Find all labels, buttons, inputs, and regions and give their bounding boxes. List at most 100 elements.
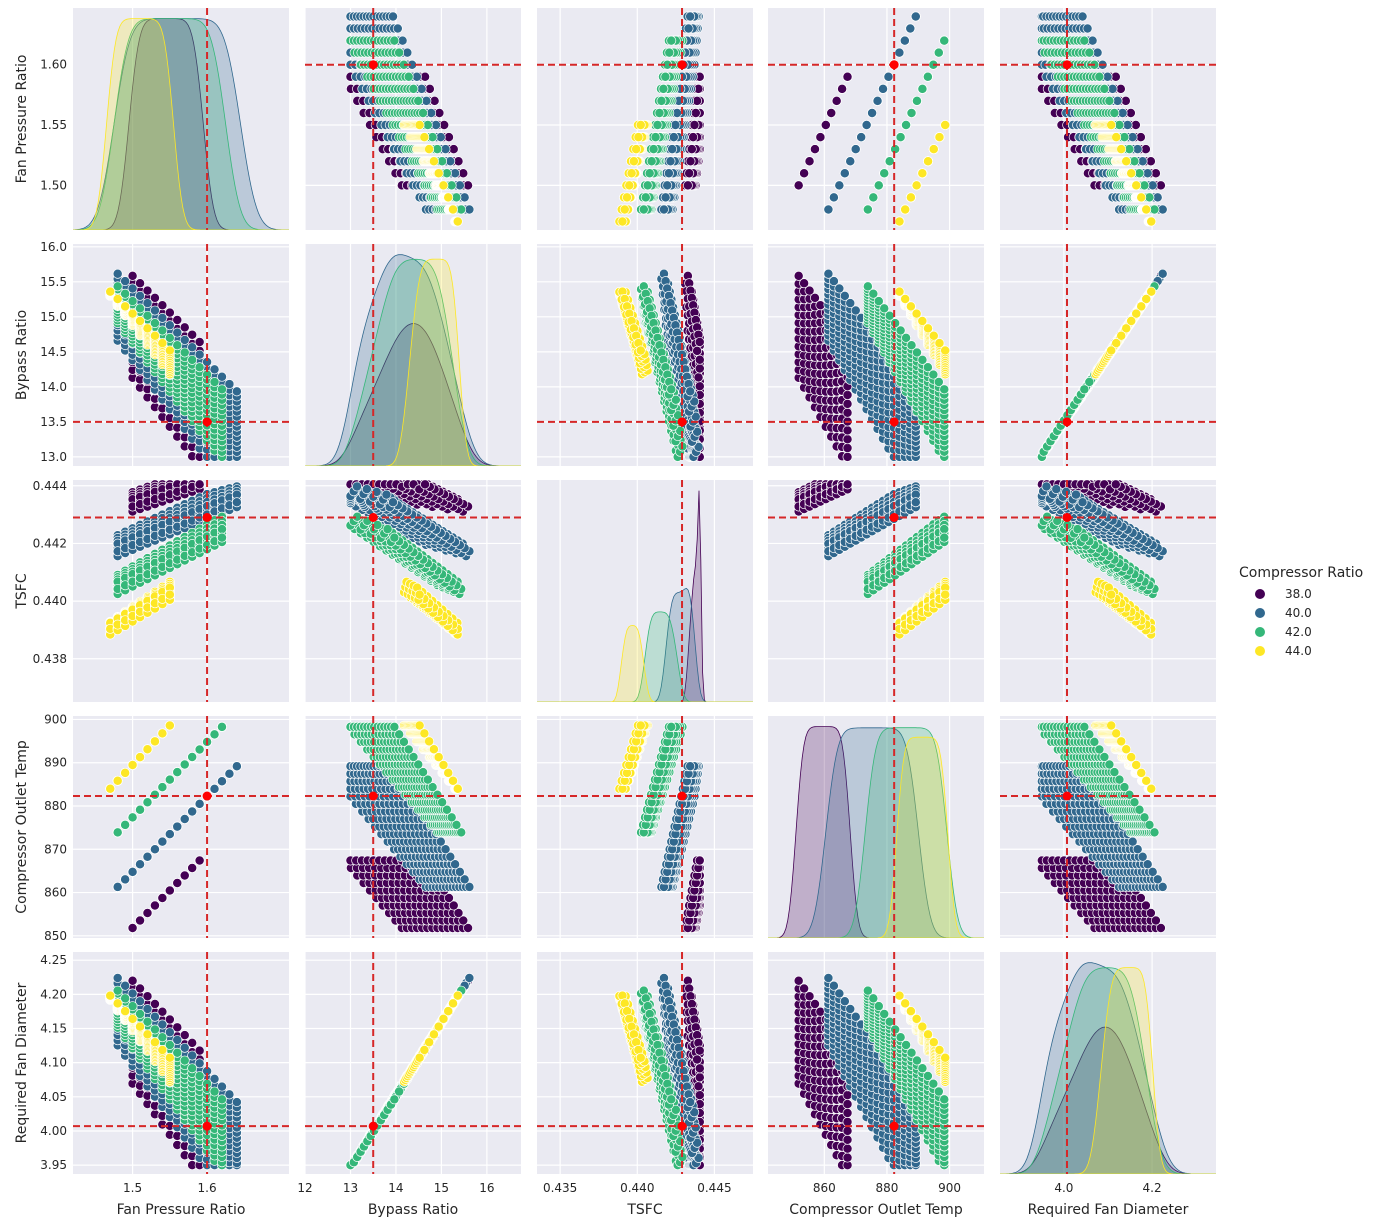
scatter-point-40.0 xyxy=(127,283,138,294)
scatter-point-38.0 xyxy=(1130,120,1141,130)
scatter-point-42.0 xyxy=(1109,108,1120,118)
scatter-point-44.0 xyxy=(1121,156,1132,167)
scatter-point-42.0 xyxy=(939,35,950,46)
panel-bypass-ratio-vs-compressor-outlet-temp xyxy=(768,244,984,466)
scatter-point-40.0 xyxy=(1087,35,1098,46)
panel-bypass-ratio-vs-fan-pressure-ratio xyxy=(73,244,289,466)
scatter-point-42.0 xyxy=(648,144,659,155)
scatter-point-44.0 xyxy=(105,286,116,297)
scatter-point-42.0 xyxy=(650,132,661,143)
scatter-point-40.0 xyxy=(1112,95,1123,106)
panel-bypass-ratio-vs-tsfc xyxy=(537,244,753,466)
scatter-point-44.0 xyxy=(633,132,644,143)
scatter-point-40.0 xyxy=(431,120,441,130)
scatter-point-40.0 xyxy=(194,349,205,360)
scatter-point-38.0 xyxy=(1120,95,1131,106)
scatter-point-44.0 xyxy=(894,216,905,227)
scatter-point-40.0 xyxy=(1142,168,1153,179)
scatter-point-44.0 xyxy=(624,180,635,191)
scatter-point-40.0 xyxy=(164,320,175,331)
scatter-point-44.0 xyxy=(905,192,916,203)
scatter-point-40.0 xyxy=(670,120,681,130)
scatter-point-44.0 xyxy=(438,180,449,191)
scatter-point-38.0 xyxy=(439,120,450,130)
scatter-point-38.0 xyxy=(810,292,820,303)
scatter-point-44.0 xyxy=(142,323,153,334)
scatter-point-42.0 xyxy=(873,180,884,191)
scatter-point-40.0 xyxy=(850,144,861,155)
scatter-point-38.0 xyxy=(689,120,700,130)
scatter-point-42.0 xyxy=(922,71,933,82)
panel-fan-pressure-ratio-vs-compressor-outlet-temp xyxy=(768,8,984,230)
scatter-point-44.0 xyxy=(1146,216,1157,227)
scatter-point-40.0 xyxy=(693,441,704,452)
scatter-point-38.0 xyxy=(826,108,837,118)
scatter-point-40.0 xyxy=(685,11,696,22)
scatter-point-42.0 xyxy=(1139,180,1150,191)
scatter-point-40.0 xyxy=(878,83,888,94)
scatter-point-40.0 xyxy=(231,386,242,397)
scatter-point-44.0 xyxy=(900,204,911,215)
reference-point xyxy=(677,417,687,427)
panel-fan-pressure-ratio-vs-tsfc xyxy=(537,8,753,230)
scatter-point-44.0 xyxy=(428,156,439,167)
scatter-point-42.0 xyxy=(394,47,405,58)
panel-background xyxy=(768,8,984,230)
scatter-point-42.0 xyxy=(646,156,657,167)
scatter-point-38.0 xyxy=(149,292,160,303)
scatter-point-42.0 xyxy=(112,281,123,292)
scatter-point-42.0 xyxy=(120,288,131,299)
scatter-point-42.0 xyxy=(432,144,443,155)
scatter-point-42.0 xyxy=(1079,35,1090,46)
scatter-point-42.0 xyxy=(901,120,912,130)
scatter-point-38.0 xyxy=(1115,83,1126,94)
scatter-point-40.0 xyxy=(397,35,408,46)
scatter-point-38.0 xyxy=(842,71,853,82)
scatter-point-42.0 xyxy=(933,47,944,58)
scatter-point-42.0 xyxy=(1124,144,1135,155)
scatter-point-42.0 xyxy=(456,204,467,215)
scatter-point-38.0 xyxy=(1155,180,1166,191)
scatter-point-38.0 xyxy=(804,285,815,296)
scatter-point-38.0 xyxy=(1125,108,1136,118)
scatter-point-40.0 xyxy=(1122,120,1133,130)
scatter-point-40.0 xyxy=(662,180,673,191)
scatter-point-38.0 xyxy=(842,443,853,454)
scatter-point-40.0 xyxy=(834,180,845,191)
scatter-point-40.0 xyxy=(659,204,669,215)
scatter-point-40.0 xyxy=(894,47,905,58)
scatter-point-42.0 xyxy=(664,47,675,58)
scatter-point-40.0 xyxy=(157,312,168,323)
scatter-point-42.0 xyxy=(164,332,175,343)
scatter-point-38.0 xyxy=(694,363,705,374)
scatter-point-42.0 xyxy=(1084,47,1095,58)
scatter-point-38.0 xyxy=(820,120,831,130)
scatter-point-44.0 xyxy=(635,120,646,130)
kde-38.0 xyxy=(305,323,521,466)
scatter-point-38.0 xyxy=(1110,71,1121,82)
scatter-point-44.0 xyxy=(149,330,160,341)
scatter-point-42.0 xyxy=(906,108,917,118)
scatter-point-38.0 xyxy=(799,278,810,289)
scatter-point-38.0 xyxy=(179,322,190,333)
scatter-point-40.0 xyxy=(1152,192,1163,203)
scatter-point-42.0 xyxy=(862,281,873,292)
kde-42.0 xyxy=(73,18,289,230)
scatter-point-42.0 xyxy=(884,156,895,167)
scatter-point-42.0 xyxy=(654,108,665,118)
scatter-point-40.0 xyxy=(1102,71,1113,82)
scatter-point-44.0 xyxy=(635,345,646,356)
scatter-point-38.0 xyxy=(194,337,205,347)
scatter-point-42.0 xyxy=(135,303,145,314)
scatter-point-42.0 xyxy=(640,192,651,203)
panel-fan-pressure-ratio-vs-bypass-ratio xyxy=(305,8,521,230)
scatter-point-44.0 xyxy=(628,156,639,167)
scatter-point-42.0 xyxy=(901,332,912,343)
scatter-point-40.0 xyxy=(142,298,153,309)
scatter-point-38.0 xyxy=(694,354,705,365)
scatter-point-44.0 xyxy=(940,120,951,130)
scatter-point-40.0 xyxy=(1157,204,1168,215)
scatter-point-40.0 xyxy=(392,23,403,34)
scatter-point-44.0 xyxy=(917,168,928,179)
scatter-point-42.0 xyxy=(437,156,448,167)
